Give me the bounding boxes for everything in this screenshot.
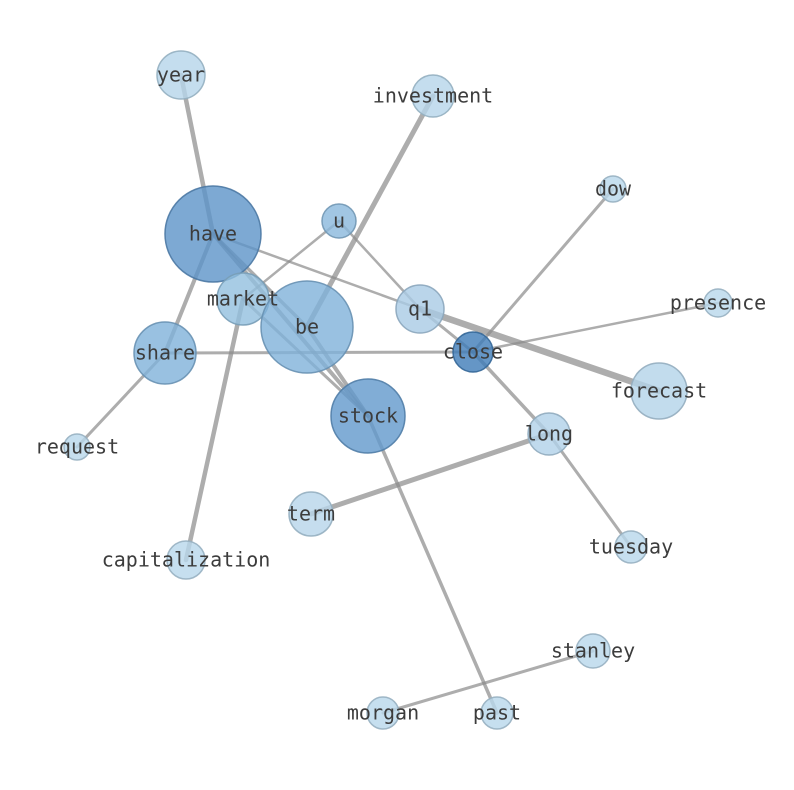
node-forecast xyxy=(630,362,688,420)
node-long xyxy=(527,412,571,456)
node-stock xyxy=(330,378,406,454)
node-presence xyxy=(703,288,733,318)
node-have xyxy=(164,185,262,283)
edge-market-capitalization xyxy=(183,296,246,563)
node-request xyxy=(63,433,91,461)
node-tuesday xyxy=(614,530,648,564)
node-market xyxy=(216,272,270,326)
edge-long-tuesday xyxy=(547,432,633,549)
node-share xyxy=(133,321,197,385)
edge-morgan-stanley xyxy=(381,649,595,715)
node-morgan xyxy=(366,696,400,730)
node-investment xyxy=(411,74,455,118)
node-term xyxy=(288,491,334,537)
node-stanley xyxy=(575,633,611,669)
edge-long-term xyxy=(308,431,552,517)
node-past xyxy=(480,696,514,730)
node-close xyxy=(452,331,494,373)
node-year xyxy=(156,50,206,100)
node-dow xyxy=(599,175,627,203)
edge-close-dow xyxy=(471,187,615,354)
node-capitalization xyxy=(166,540,206,580)
node-u xyxy=(321,203,357,239)
edge-q1-forecast xyxy=(416,305,663,395)
edge-stock-past xyxy=(366,414,499,715)
node-be xyxy=(260,280,354,374)
node-q1 xyxy=(395,284,445,334)
edge-close-presence xyxy=(471,301,720,354)
